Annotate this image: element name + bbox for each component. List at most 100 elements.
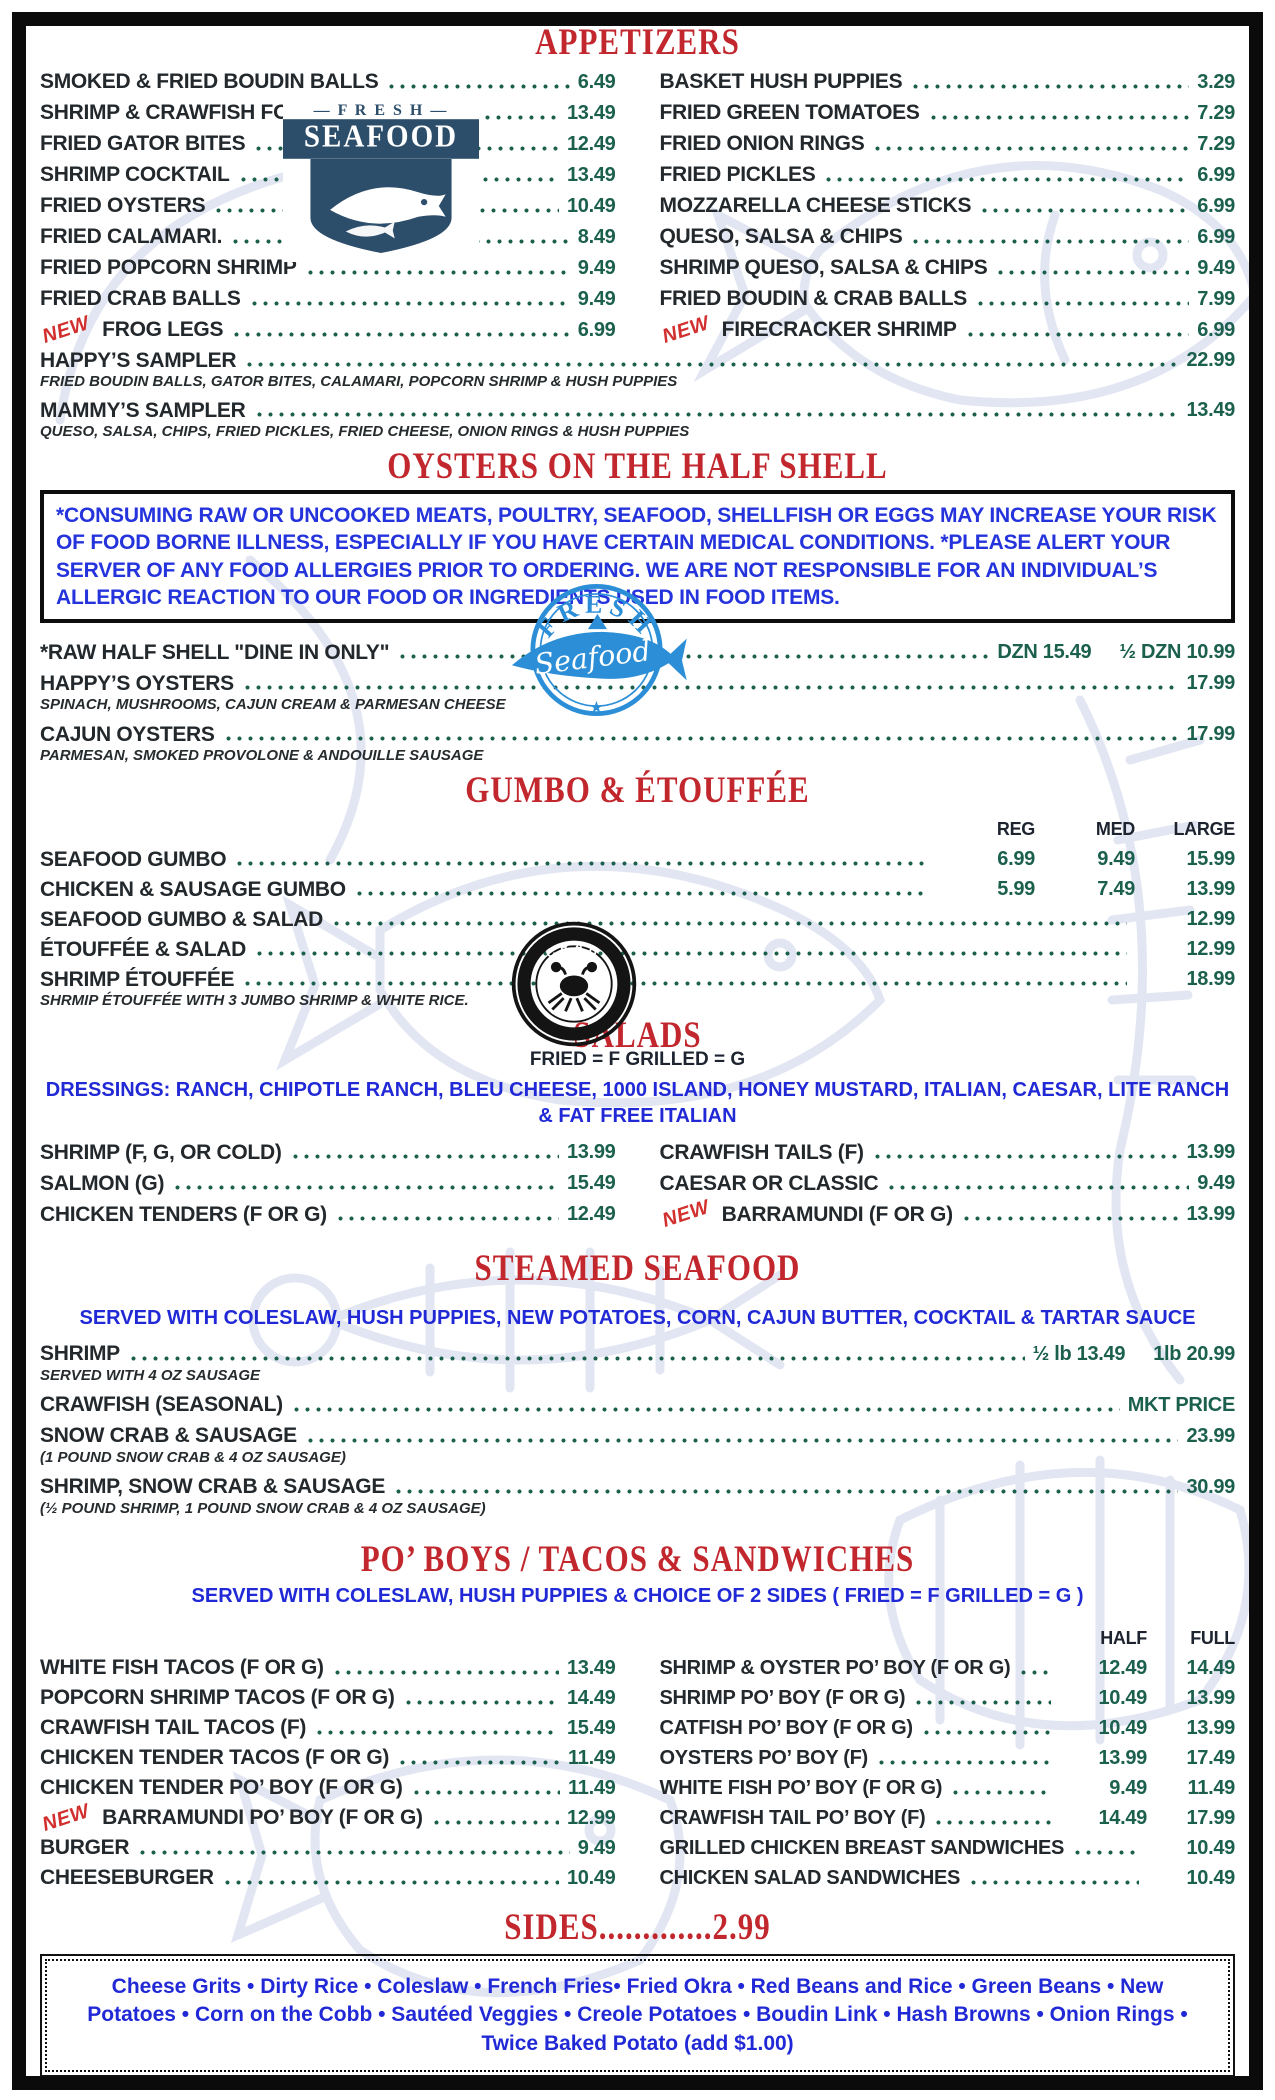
item-price-reg: 6.99 xyxy=(997,848,1035,871)
item-name: CHEESEBURGER xyxy=(40,1866,214,1890)
item-price-half: 13.99 xyxy=(1098,1746,1147,1769)
item-price-dozen: DZN 15.49 xyxy=(997,641,1092,664)
dot-leader xyxy=(290,1406,1120,1412)
item-price: 9.49 xyxy=(1197,256,1235,279)
dot-leader xyxy=(393,1488,1179,1494)
dot-leader xyxy=(964,331,1190,337)
item-name: SHRIMP COCKTAIL xyxy=(40,163,230,187)
dot-leader xyxy=(244,362,1179,368)
dot-leader xyxy=(875,1759,1051,1765)
item-price: 7.99 xyxy=(1197,287,1235,310)
menu-item-row: SHRIMP QUESO, SALSA & CHIPS 9.49 xyxy=(660,253,1236,284)
gumbo-list: REG MED LARGE SEAFOOD GUMBO 6.99 9.49 15… xyxy=(40,815,1235,1009)
menu-item-row: CHICKEN TENDER TACOS (F OR G) 11.49 xyxy=(40,1743,616,1773)
item-price-half: 10.49 xyxy=(1098,1686,1147,1709)
item-name: SHRIMP & OYSTER PO’ BOY (F OR G) xyxy=(659,1656,1011,1679)
menu-item-row: SHRIMP ÉTOUFFÉE 18.99 xyxy=(40,965,1235,995)
item-name: CRAWFISH TAILS (F) xyxy=(659,1140,864,1164)
menu-item-row: CHEESEBURGER 10.49 xyxy=(40,1863,616,1893)
dot-leader xyxy=(304,1437,1179,1443)
salads-columns: SHRIMP (F, G, OR COLD) 13.99 SALMON (G) … xyxy=(40,1137,1235,1232)
menu-item-row: NEW BARRAMUNDI PO’ BOY (F OR G) 12.99 xyxy=(40,1800,616,1836)
item-name: WHITE FISH TACOS (F OR G) xyxy=(40,1656,324,1680)
menu-item-row: WHITE FISH PO’ BOY (F OR G) 9.49 11.49 xyxy=(660,1773,1236,1803)
menu-item-row: SEAFOOD GUMBO & SALAD 12.99 xyxy=(40,905,1235,935)
item-price-full: 14.49 xyxy=(1186,1656,1235,1679)
item-description: SPINACH, MUSHROOMS, CAJUN CREAM & PARMES… xyxy=(40,696,506,714)
item-name: FRIED OYSTERS xyxy=(40,194,206,218)
item-price: 14.49 xyxy=(566,1686,616,1709)
sampler-item: HAPPY’S SAMPLER 22.99 FRIED BOUDIN BALLS… xyxy=(40,346,1235,390)
item-name: CAJUN OYSTERS xyxy=(40,722,215,746)
dot-leader xyxy=(910,83,1190,89)
item-price: 10.49 xyxy=(566,194,616,217)
item-price: 13.49 xyxy=(566,163,616,186)
item-name: SHRIMP & CRAWFISH FONDUE. xyxy=(40,101,353,125)
menu-item-row: FRIED CRAB BALLS 9.49 xyxy=(40,284,616,315)
item-name: GRILLED CHICKEN BREAST SANDWICHES xyxy=(659,1836,1065,1859)
dot-leader xyxy=(927,114,1190,120)
item-description: QUESO, SALSA, CHIPS, FRIED PICKLES, FRIE… xyxy=(40,422,690,440)
column-header-half: HALF xyxy=(1100,1627,1147,1648)
menu-item-row: CHICKEN & SAUSAGE GUMBO 5.99 7.49 13.99 xyxy=(40,875,1235,905)
crab-stamp-logo: CRAB CRAB xyxy=(511,921,637,1047)
menu-item-row: SHRIMP & OYSTER PO’ BOY (F OR G) 12.49 1… xyxy=(660,1653,1236,1683)
new-badge: NEW xyxy=(659,311,712,348)
sides-box: Cheese Grits • Dirty Rice • Coleslaw • F… xyxy=(40,1954,1235,2078)
item-price: 6.99 xyxy=(577,318,616,341)
item-name: FRIED BOUDIN & CRAB BALLS xyxy=(659,287,968,311)
menu-item-row: SNOW CRAB & SAUSAGE 23.99 xyxy=(40,1421,1235,1452)
new-badge: NEW xyxy=(39,311,93,348)
item-name: FRIED ONION RINGS xyxy=(659,132,865,156)
item-price-med: 7.49 xyxy=(1097,878,1135,901)
item-name: CHICKEN TENDER TACOS (F OR G) xyxy=(40,1746,390,1770)
item-price: 13.49 xyxy=(566,1656,616,1679)
item-price: 6.99 xyxy=(1197,318,1235,341)
item-price: 11.49 xyxy=(568,1746,616,1769)
menu-item-row: SHRIMP PO’ BOY (F OR G) 10.49 13.99 xyxy=(660,1683,1236,1713)
item-name: HAPPY’S SAMPLER xyxy=(40,348,237,372)
gumbo-size-header-row: REG MED LARGE xyxy=(40,815,1235,845)
dot-leader xyxy=(221,1879,559,1885)
item-price: 11.49 xyxy=(568,1776,616,1799)
item-price: 7.29 xyxy=(1197,132,1235,155)
menu-item-row: SMOKED & FRIED BOUDIN BALLS 6.49 xyxy=(40,67,616,98)
item-name: SHRIMP PO’ BOY (F OR G) xyxy=(659,1686,906,1709)
dot-leader xyxy=(254,951,1127,957)
item-name: FROG LEGS xyxy=(102,318,224,342)
menu-item-row: CATFISH PO’ BOY (F OR G) 10.49 13.99 xyxy=(660,1713,1236,1743)
menu-item-row: CRAWFISH (SEASONAL) MKT PRICE xyxy=(40,1390,1235,1421)
item-name: SEAFOOD GUMBO & SALAD xyxy=(40,907,324,931)
item-price: 12.99 xyxy=(1186,908,1235,931)
section-title-oysters: OYSTERS ON THE HALF SHELL xyxy=(387,444,888,486)
shield-fish-icon xyxy=(310,158,452,254)
poboys-note: SERVED WITH COLESLAW, HUSH PUPPIES & CHO… xyxy=(191,1585,1084,1608)
item-price-full: 10.49 xyxy=(1186,1836,1235,1859)
menu-border-frame xyxy=(12,12,1263,2090)
item-name: BURGER xyxy=(40,1836,130,1860)
menu-item-row: CRAWFISH TAIL TACOS (F) 15.49 xyxy=(40,1713,616,1743)
poboys-right-column: HALF FULL SHRIMP & OYSTER PO’ BOY (F OR … xyxy=(660,1623,1236,1893)
item-description: FRIED BOUDIN BALLS, GATOR BITES, CALAMAR… xyxy=(40,372,678,390)
item-price: 10.49 xyxy=(566,1866,616,1889)
menu-item-row: SHRIMP ½ lb 13.49 1lb 20.99 xyxy=(40,1339,1235,1370)
item-price: 6.99 xyxy=(1197,194,1235,217)
item-price-half: 12.49 xyxy=(1098,1656,1147,1679)
menu-item-row: CAJUN OYSTERS 17.99 xyxy=(40,719,1235,750)
dot-leader xyxy=(920,1729,1051,1735)
item-name: FRIED GREEN TOMATOES xyxy=(659,101,920,125)
item-price-half-dozen: ½ DZN 10.99 xyxy=(1119,641,1235,664)
item-price: 13.49 xyxy=(566,101,616,124)
item-name: SNOW CRAB & SAUSAGE xyxy=(40,1424,297,1448)
section-title-gumbo: GUMBO & ÉTOUFFÉE xyxy=(465,768,810,811)
dot-leader xyxy=(1072,1849,1139,1855)
menu-item-row: SHRIMP, SNOW CRAB & SAUSAGE 30.99 xyxy=(40,1472,1235,1503)
item-price: 17.99 xyxy=(1186,723,1235,746)
dot-leader xyxy=(995,269,1190,275)
item-name: OYSTERS PO’ BOY (F) xyxy=(659,1746,869,1769)
item-name: BASKET HUSH PUPPIES xyxy=(659,70,903,94)
dot-leader xyxy=(353,891,927,897)
dot-leader xyxy=(402,1699,559,1705)
item-name: SHRIMP ÉTOUFFÉE xyxy=(40,967,235,991)
item-name: FRIED POPCORN SHRIMP xyxy=(40,256,297,280)
